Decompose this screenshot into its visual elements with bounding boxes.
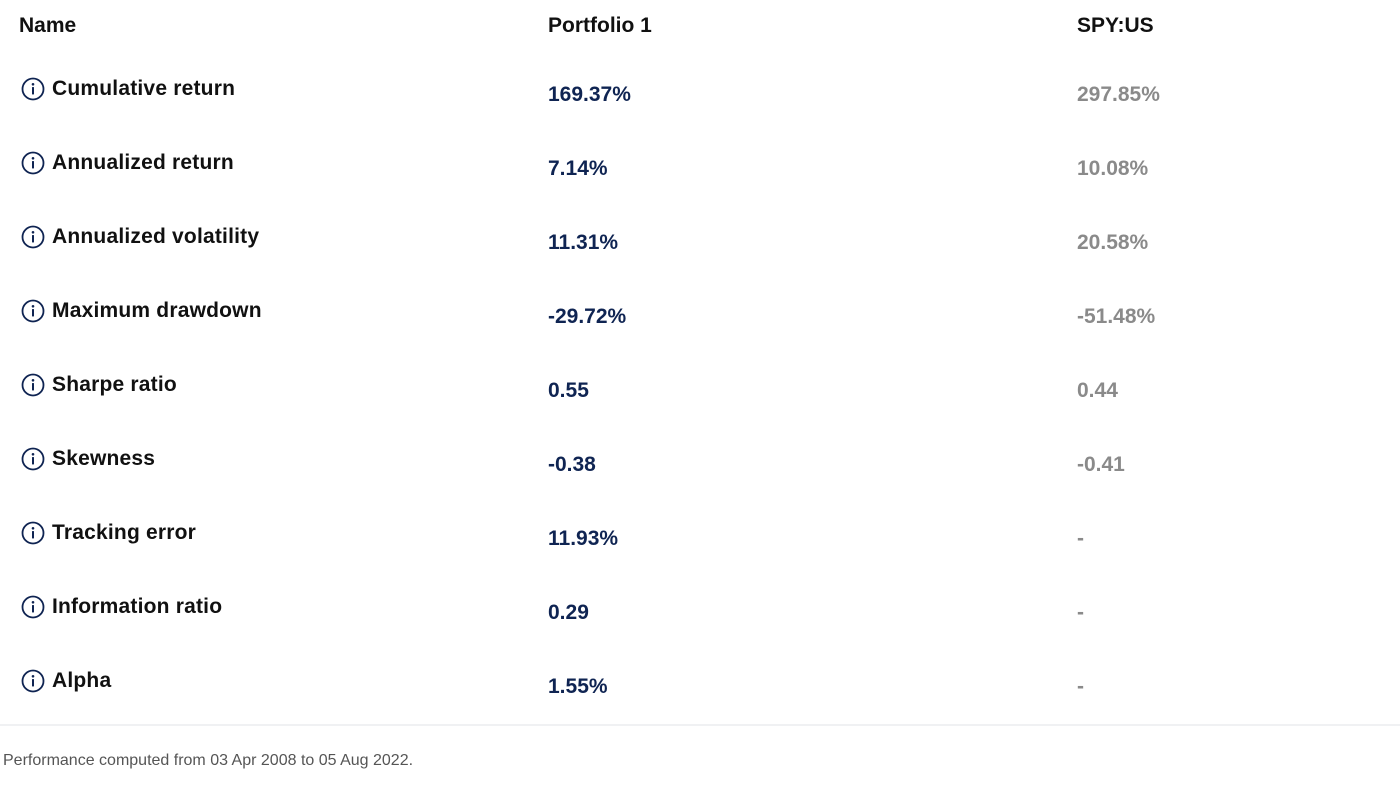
table-row: Sharpe ratio 0.55 0.44 <box>0 367 1400 441</box>
benchmark-value: - <box>1077 527 1084 550</box>
header-name: Name <box>19 14 77 37</box>
info-circle-icon[interactable] <box>21 225 45 249</box>
metric-cell: Annualized volatility <box>21 219 259 255</box>
metric-cell: Tracking error <box>21 515 196 551</box>
info-circle-icon[interactable] <box>21 373 45 397</box>
info-circle-icon[interactable] <box>21 669 45 693</box>
benchmark-value: -51.48% <box>1077 305 1156 328</box>
performance-note: Performance computed from 03 Apr 2008 to… <box>3 752 414 769</box>
benchmark-value: - <box>1077 601 1084 624</box>
benchmark-value: 297.85% <box>1077 83 1160 106</box>
info-circle-icon[interactable] <box>21 521 45 545</box>
portfolio-value: 7.14% <box>548 157 608 180</box>
info-circle-icon[interactable] <box>21 77 45 101</box>
portfolio-value: 0.29 <box>548 601 589 624</box>
portfolio-value: 11.93% <box>548 527 619 550</box>
metric-label: Tracking error <box>52 521 197 544</box>
info-circle-icon[interactable] <box>21 299 45 323</box>
metric-label: Annualized return <box>52 151 234 174</box>
metric-label: Cumulative return <box>52 77 236 100</box>
table-row: Annualized volatility 11.31% 20.58% <box>0 219 1400 293</box>
metric-cell: Skewness <box>21 441 155 477</box>
benchmark-value: 10.08% <box>1077 157 1149 180</box>
metric-cell: Maximum drawdown <box>21 293 262 329</box>
table-row: Annualized return 7.14% 10.08% <box>0 145 1400 219</box>
portfolio-value: 11.31% <box>548 231 619 254</box>
info-circle-icon[interactable] <box>21 151 45 175</box>
metric-cell: Cumulative return <box>21 71 235 107</box>
table-row: Alpha 1.55% - <box>0 663 1400 737</box>
benchmark-value: 20.58% <box>1077 231 1149 254</box>
info-circle-icon[interactable] <box>21 595 45 619</box>
metric-label: Alpha <box>52 669 112 692</box>
portfolio-value: -29.72% <box>548 305 627 328</box>
info-circle-icon[interactable] <box>21 447 45 471</box>
table-row: Information ratio 0.29 - <box>0 589 1400 663</box>
table-row: Maximum drawdown -29.72% -51.48% <box>0 293 1400 367</box>
metric-label: Sharpe ratio <box>52 373 177 396</box>
metric-label: Maximum drawdown <box>52 299 262 322</box>
benchmark-value: -0.41 <box>1077 453 1125 476</box>
metric-cell: Alpha <box>21 663 111 699</box>
metric-cell: Annualized return <box>21 145 234 181</box>
metrics-table: Name Portfolio 1 SPY:US Cumulative retur… <box>0 8 1400 726</box>
metric-label: Annualized volatility <box>52 225 260 248</box>
header-benchmark: SPY:US <box>1077 14 1154 37</box>
portfolio-value: 1.55% <box>548 675 608 698</box>
portfolio-value: -0.38 <box>548 453 596 476</box>
table-row: Cumulative return 169.37% 297.85% <box>0 71 1400 145</box>
metric-label: Skewness <box>52 447 156 470</box>
table-header: Name Portfolio 1 SPY:US <box>0 8 1400 44</box>
portfolio-value: 169.37% <box>548 83 631 106</box>
table-row: Skewness -0.38 -0.41 <box>0 441 1400 515</box>
table-row: Tracking error 11.93% - <box>0 515 1400 589</box>
metric-label: Information ratio <box>52 595 223 618</box>
metric-cell: Sharpe ratio <box>21 367 177 403</box>
header-portfolio: Portfolio 1 <box>548 14 652 37</box>
metric-cell: Information ratio <box>21 589 222 625</box>
benchmark-value: 0.44 <box>1077 379 1118 402</box>
portfolio-value: 0.55 <box>548 379 589 402</box>
benchmark-value: - <box>1077 675 1084 698</box>
